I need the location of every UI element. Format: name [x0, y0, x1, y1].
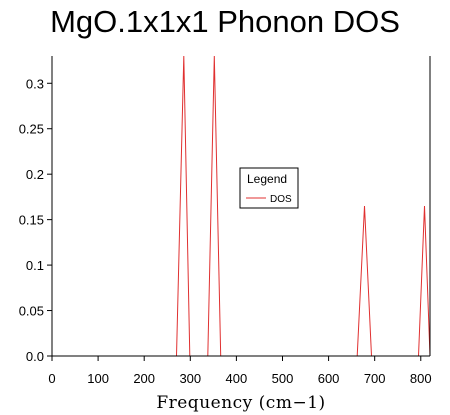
- x-tick-label: 400: [226, 371, 248, 386]
- y-tick-label: 0.0: [26, 349, 44, 364]
- x-tick-label: 600: [318, 371, 340, 386]
- chart-title: MgO.1x1x1 Phonon DOS: [50, 4, 400, 39]
- x-tick-label: 200: [133, 371, 155, 386]
- y-tick-label: 0.05: [19, 304, 44, 319]
- x-tick-label: 300: [179, 371, 201, 386]
- y-tick-label: 0.25: [19, 122, 44, 137]
- x-axis-title: Frequency (cm−1): [156, 393, 325, 413]
- legend-box: [239, 167, 299, 209]
- x-tick-label: 0: [48, 371, 55, 386]
- x-tick-label: 100: [87, 371, 109, 386]
- legend-label-dos: DOS: [270, 194, 292, 205]
- y-tick-label: 0.3: [26, 76, 44, 91]
- tick-layer: 0 100 200 300 400 500 600 700 800 0.0 0.05 0.1 0.15 0…: [19, 76, 432, 386]
- legend: Legend DOS: [239, 167, 299, 209]
- x-tick-label: 800: [410, 371, 432, 386]
- x-tick-label: 500: [272, 371, 294, 386]
- y-tick-label: 0.15: [19, 213, 44, 228]
- legend-title: Legend: [247, 172, 287, 186]
- y-tick-label: 0.2: [26, 167, 44, 182]
- x-tick-label: 700: [364, 371, 386, 386]
- y-tick-label: 0.1: [26, 258, 44, 273]
